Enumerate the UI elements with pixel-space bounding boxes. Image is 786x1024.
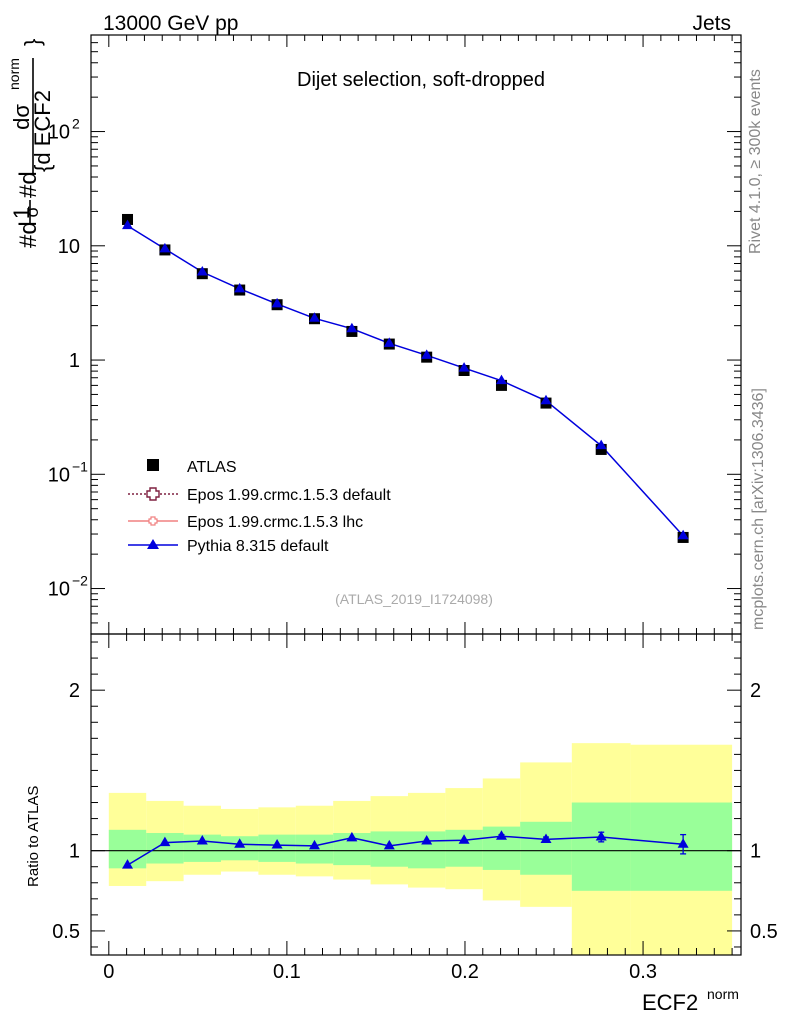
ratio-pythia-point (540, 833, 552, 843)
ratio-y-tick-label-right: 0.5 (750, 921, 778, 943)
x-axis-label-superscript: norm (707, 986, 739, 1002)
main-y-tick-exponent: −2 (72, 573, 88, 589)
ratio-y-tick-label: 2 (69, 680, 80, 702)
ylabel-d-prefix: #d (15, 221, 42, 248)
ratio-y-tick-label-right: 2 (750, 680, 761, 702)
x-tick-label: 0.1 (273, 961, 301, 983)
pythia-data-point (540, 394, 552, 405)
legend-label-epos-lhc: Epos 1.99.crmc.1.5.3 lhc (187, 514, 363, 531)
main-y-tick-label: 1 (69, 350, 80, 372)
plot-title: Dijet selection, soft-dropped (297, 69, 545, 91)
side-label-rivet: Rivet 4.1.0, ≥ 300k events (747, 69, 764, 254)
ylabel-denominator: {d ECF2 (30, 90, 55, 172)
main-y-tick-label: 10 (48, 579, 70, 601)
x-tick-label: 0 (103, 961, 114, 983)
pythia-data-point (677, 529, 689, 540)
ylabel-brace: } (20, 39, 45, 46)
ratio-panel: 0.5 0.5 1 1 2 2 0 0.1 0.2 0.3 Ratio to ATLAS ECF… (25, 633, 778, 1015)
ratio-y-tick-label-right: 1 (750, 841, 761, 863)
main-y-axis-label: #d 1 σ #d dσ {d ECF2 norm } (6, 39, 55, 248)
legend-label-epos-default: Epos 1.99.crmc.1.5.3 default (187, 487, 391, 504)
x-axis-label: ECF2 (642, 990, 698, 1015)
ylabel-one: 1 (9, 207, 34, 219)
legend: ATLAS Epos 1.99.crmc.1.5.3 default Epos … (128, 459, 391, 555)
ratio-pythia-point (495, 830, 507, 840)
legend-marker-pythia (147, 539, 159, 549)
ratio-inner-band (571, 802, 631, 891)
pythia-data-point (458, 362, 470, 372)
analysis-watermark: (ATLAS_2019_I1724098) (335, 591, 493, 607)
side-label-mcplots: mcplots.cern.ch [arXiv:1306.3436] (750, 388, 767, 630)
ratio-inner-band (520, 821, 572, 875)
ratio-y-tick-label: 1 (69, 841, 80, 863)
pythia-data-point (595, 439, 607, 450)
atlas-data-point (595, 443, 607, 455)
ratio-pythia-point (308, 839, 320, 850)
header-process-label: Jets (692, 12, 731, 35)
ratio-pythia-point (458, 834, 470, 844)
ratio-pythia-point (383, 839, 395, 850)
ratio-pythia-point (234, 838, 246, 848)
pythia-data-point (383, 337, 395, 347)
legend-marker-epos-default (146, 487, 160, 501)
atlas-data-point (495, 379, 507, 391)
ratio-pythia-line (127, 835, 684, 866)
main-y-tick-exponent: 2 (72, 116, 80, 132)
ratio-pythia-point (677, 838, 689, 848)
ratio-pythia-point (122, 859, 134, 869)
ylabel-superscript: norm (6, 58, 22, 90)
ratio-pythia-point (595, 831, 607, 841)
ratio-pythia-point (271, 839, 283, 849)
atlas-data-point (122, 213, 134, 225)
ylabel-dsigma: dσ (9, 104, 34, 130)
main-y-tick-label: 10 (48, 464, 70, 486)
main-panel: Dijet selection, soft-dropped (ATLAS_201… (6, 34, 742, 635)
ratio-pythia-point (421, 835, 433, 845)
pythia-series-line (127, 225, 684, 537)
pythia-data-point (159, 242, 171, 253)
pythia-data-point (495, 374, 507, 385)
main-y-tick-label: 10 (58, 236, 80, 258)
ratio-y-tick-label: 0.5 (52, 921, 80, 943)
header-energy-label: 13000 GeV pp (103, 12, 238, 35)
legend-label-pythia: Pythia 8.315 default (187, 538, 329, 555)
legend-label-atlas: ATLAS (187, 459, 237, 476)
pythia-data-point (346, 322, 358, 333)
ratio-y-axis-label: Ratio to ATLAS (25, 786, 42, 887)
pythia-data-point (122, 219, 134, 230)
main-y-tick-label: 10 (48, 122, 70, 144)
pythia-data-point (234, 282, 246, 293)
legend-marker-atlas (147, 459, 159, 471)
x-tick-label: 0.3 (629, 961, 657, 983)
pythia-data-point (308, 312, 320, 322)
main-y-tick-exponent: −1 (72, 458, 88, 474)
ratio-pythia-point (159, 836, 171, 847)
ratio-frame (90, 633, 742, 956)
x-tick-label: 0.2 (451, 961, 479, 983)
ylabel-sigma: σ (22, 206, 42, 217)
legend-marker-epos-lhc (148, 516, 158, 526)
ylabel-d: #d (15, 171, 42, 198)
pythia-data-point (421, 349, 433, 359)
pythia-data-point (271, 297, 283, 308)
pythia-data-point (196, 265, 208, 276)
ratio-pythia-point (196, 835, 208, 845)
ratio-pythia-point (346, 831, 358, 842)
